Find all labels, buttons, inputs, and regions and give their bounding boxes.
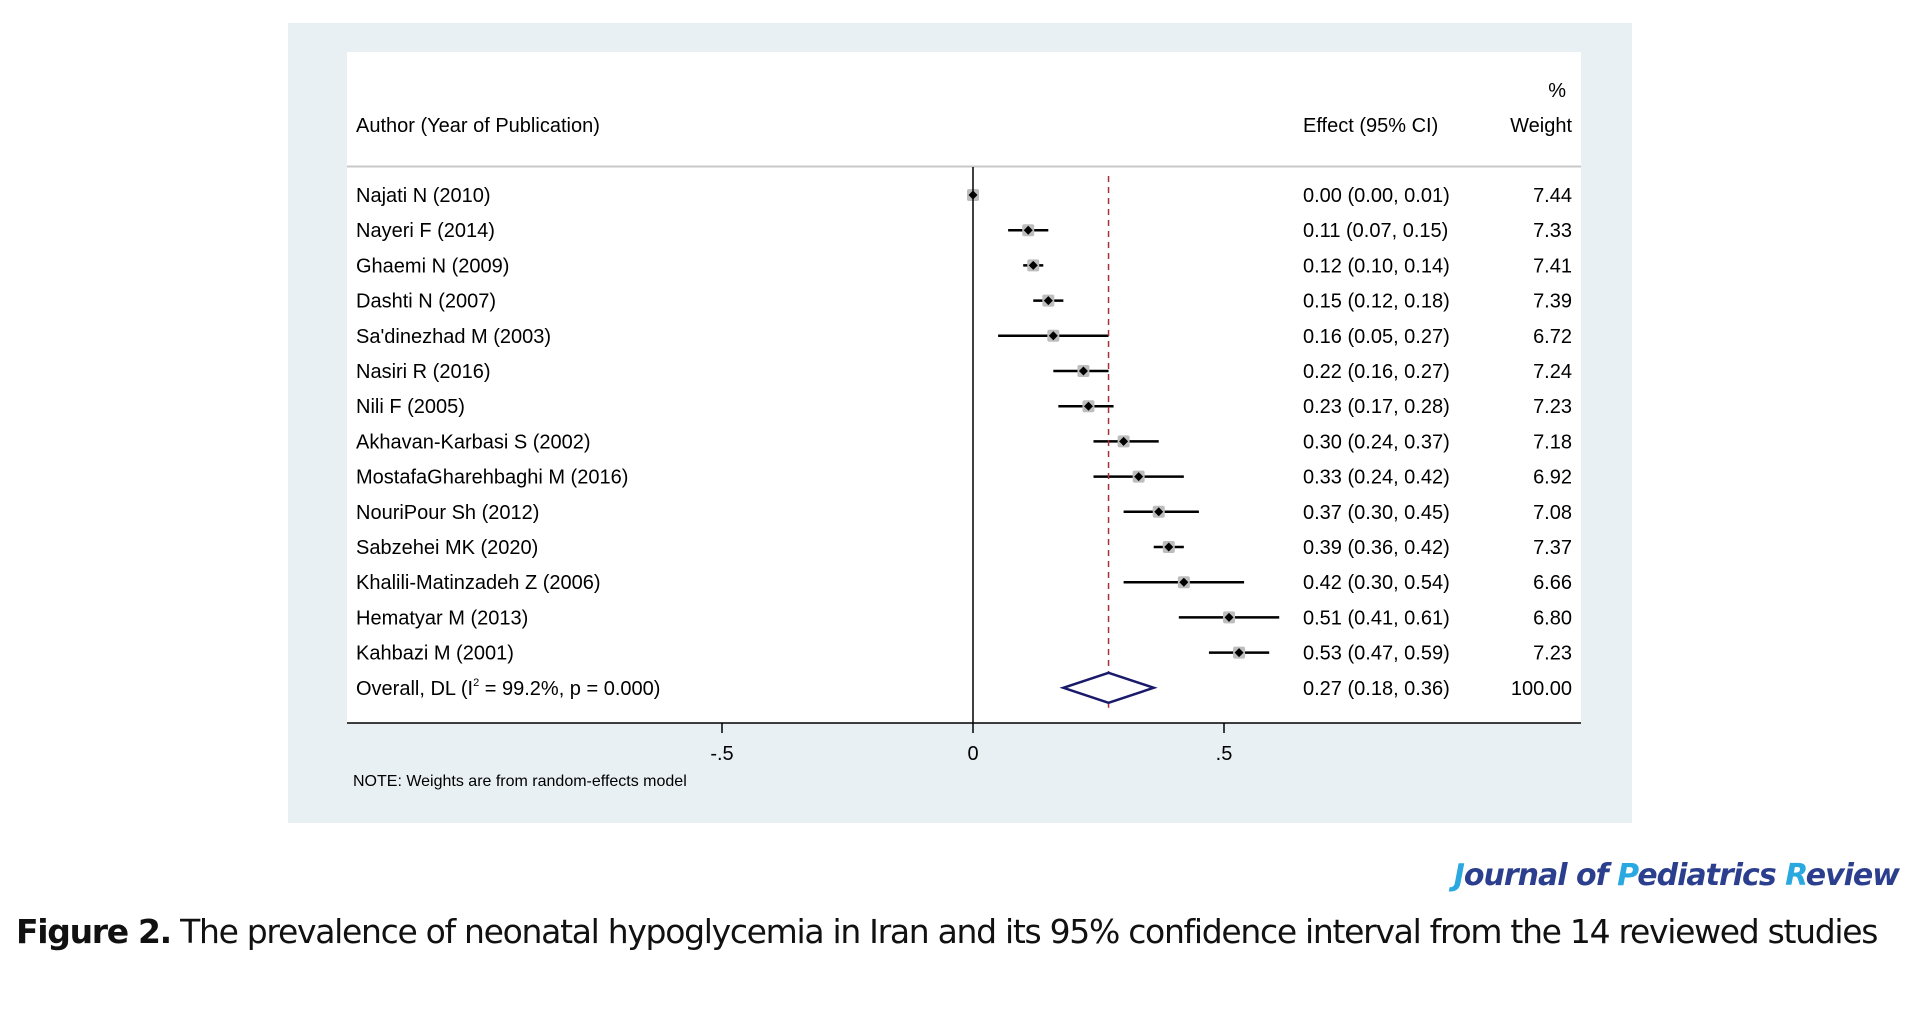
point-estimate <box>1224 612 1234 622</box>
point-estimate <box>1164 542 1174 552</box>
journal-logo-accent-letter: P <box>1617 858 1638 893</box>
weight-percent-header: % <box>1548 80 1566 102</box>
study-row: Hematyar M (2013) 0.51 (0.41, 0.61) 6.80 <box>356 607 1572 629</box>
point-estimate <box>1234 648 1244 658</box>
caption-text: The prevalence of neonatal hypoglycemia … <box>170 912 1878 951</box>
study-label: NouriPour Sh (2012) <box>356 502 539 524</box>
overall-diamond <box>1059 671 1158 705</box>
weight-text: 6.66 <box>1533 572 1572 594</box>
overall-row: Overall, DL (I2 = 99.2%, p = 0.000) 0.27… <box>356 677 1572 700</box>
point-estimate <box>1179 577 1189 587</box>
study-label: Najati N (2010) <box>356 185 491 207</box>
weight-text: 7.18 <box>1533 431 1572 453</box>
study-label: Hematyar M (2013) <box>356 607 528 629</box>
study-label: MostafaGharehbaghi M (2016) <box>356 467 628 489</box>
effect-column-header: Effect (95% CI) <box>1303 115 1438 137</box>
study-label: Dashti N (2007) <box>356 291 496 313</box>
study-row: Dashti N (2007) 0.15 (0.12, 0.18) 7.39 <box>356 291 1572 313</box>
weight-text: 7.24 <box>1533 361 1572 383</box>
weight-text: 6.80 <box>1533 607 1572 629</box>
weight-text: 7.08 <box>1533 502 1572 524</box>
study-row: Najati N (2010) 0.00 (0.00, 0.01) 7.44 <box>356 185 1572 207</box>
journal-logo: Journal of Pediatrics Review <box>1453 858 1900 893</box>
study-label: Kahbazi M (2001) <box>356 643 514 665</box>
overall-label: Overall, DL (I2 = 99.2%, p = 0.000) <box>356 677 660 700</box>
journal-logo-accent-letter: R <box>1785 858 1807 893</box>
study-label: Ghaemi N (2009) <box>356 255 509 277</box>
study-label: Khalili-Matinzadeh Z (2006) <box>356 572 601 594</box>
weight-text: 7.23 <box>1533 396 1572 418</box>
study-label: Nayeri F (2014) <box>356 220 495 242</box>
effect-text: 0.53 (0.47, 0.59) <box>1303 643 1450 665</box>
weight-text: 7.39 <box>1533 291 1572 313</box>
study-row: Sabzehei MK (2020) 0.39 (0.36, 0.42) 7.37 <box>356 537 1572 559</box>
study-label: Sa'dinezhad M (2003) <box>356 326 551 348</box>
weight-text: 6.72 <box>1533 326 1572 348</box>
author-column-header: Author (Year of Publication) <box>356 115 600 137</box>
journal-logo-text: ediatrics <box>1637 858 1786 893</box>
journal-logo-accent-letter: J <box>1453 858 1465 893</box>
overall-weight-text: 100.00 <box>1511 678 1572 700</box>
plot-area <box>347 52 1581 723</box>
effect-text: 0.30 (0.24, 0.37) <box>1303 431 1450 453</box>
point-estimate <box>1043 296 1053 306</box>
point-estimate <box>1048 331 1058 341</box>
weight-text: 7.23 <box>1533 643 1572 665</box>
study-row: Nasiri R (2016) 0.22 (0.16, 0.27) 7.24 <box>356 361 1572 383</box>
overall-effect-text: 0.27 (0.18, 0.36) <box>1303 678 1450 700</box>
effect-text: 0.23 (0.17, 0.28) <box>1303 396 1450 418</box>
effect-text: 0.37 (0.30, 0.45) <box>1303 502 1450 524</box>
effect-text: 0.11 (0.07, 0.15) <box>1303 220 1448 242</box>
study-label: Nili F (2005) <box>356 396 465 418</box>
study-label: Sabzehei MK (2020) <box>356 537 538 559</box>
study-row: NouriPour Sh (2012) 0.37 (0.30, 0.45) 7.08 <box>356 502 1572 524</box>
weight-column-header: Weight <box>1510 115 1572 137</box>
point-estimate <box>1119 436 1129 446</box>
study-row: Akhavan-Karbasi S (2002) 0.30 (0.24, 0.37… <box>356 431 1572 453</box>
point-estimate <box>1023 225 1033 235</box>
x-tick-label: 0 <box>967 743 978 765</box>
study-row: Nayeri F (2014) 0.11 (0.07, 0.15) 7.33 <box>356 220 1572 242</box>
effect-text: 0.22 (0.16, 0.27) <box>1303 361 1450 383</box>
effect-text: 0.33 (0.24, 0.42) <box>1303 467 1450 489</box>
study-label: Akhavan-Karbasi S (2002) <box>356 431 591 453</box>
study-row: Kahbazi M (2001) 0.53 (0.47, 0.59) 7.23 <box>356 643 1572 665</box>
weight-text: 7.44 <box>1533 185 1572 207</box>
x-tick-label: .5 <box>1216 743 1233 765</box>
study-row: MostafaGharehbaghi M (2016) 0.33 (0.24, 0… <box>356 467 1572 489</box>
study-rows: Najati N (2010) 0.00 (0.00, 0.01) 7.44 Naye… <box>356 185 1572 665</box>
x-tick-label: -.5 <box>710 743 733 765</box>
effect-text: 0.12 (0.10, 0.14) <box>1303 255 1450 277</box>
weight-text: 7.33 <box>1533 220 1572 242</box>
journal-logo-text: eview <box>1805 858 1900 893</box>
study-label: Nasiri R (2016) <box>356 361 490 383</box>
weight-text: 7.37 <box>1533 537 1572 559</box>
study-row: Sa'dinezhad M (2003) 0.16 (0.05, 0.27) 6.7… <box>356 326 1572 348</box>
point-estimate <box>1028 260 1038 270</box>
study-row: Khalili-Matinzadeh Z (2006) 0.42 (0.30, 0… <box>356 572 1572 594</box>
study-row: Ghaemi N (2009) 0.12 (0.10, 0.14) 7.41 <box>356 255 1572 277</box>
effect-text: 0.00 (0.00, 0.01) <box>1303 185 1450 207</box>
effect-text: 0.51 (0.41, 0.61) <box>1303 607 1450 629</box>
journal-logo-text: ournal of <box>1463 858 1618 893</box>
study-row: Nili F (2005) 0.23 (0.17, 0.28) 7.23 <box>356 396 1572 418</box>
weights-note: NOTE: Weights are from random-effects mo… <box>353 773 687 790</box>
weight-text: 6.92 <box>1533 467 1572 489</box>
effect-text: 0.16 (0.05, 0.27) <box>1303 326 1450 348</box>
figure-caption: Figure 2. The prevalence of neonatal hyp… <box>16 906 1902 957</box>
point-estimate <box>1083 401 1093 411</box>
point-estimate <box>1154 507 1164 517</box>
weight-text: 7.41 <box>1533 255 1572 277</box>
point-estimate <box>1078 366 1088 376</box>
point-estimate <box>1134 472 1144 482</box>
effect-text: 0.39 (0.36, 0.42) <box>1303 537 1450 559</box>
x-axis: -.5 0 .5 <box>347 722 1581 765</box>
effect-text: 0.42 (0.30, 0.54) <box>1303 572 1450 594</box>
caption-label: Figure 2. <box>16 912 172 951</box>
effect-text: 0.15 (0.12, 0.18) <box>1303 291 1450 313</box>
